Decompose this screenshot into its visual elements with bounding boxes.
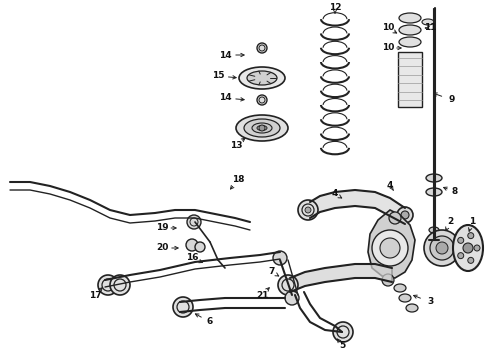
Ellipse shape: [257, 126, 267, 130]
Ellipse shape: [426, 188, 442, 196]
Text: 2: 2: [447, 217, 453, 226]
Text: 7: 7: [269, 267, 275, 276]
Polygon shape: [368, 210, 415, 278]
Text: 8: 8: [452, 188, 458, 197]
Circle shape: [430, 236, 454, 260]
Text: 4: 4: [387, 180, 393, 189]
Text: 13: 13: [230, 140, 242, 149]
Circle shape: [187, 215, 201, 229]
Circle shape: [380, 238, 400, 258]
Circle shape: [259, 125, 265, 131]
Text: 17: 17: [89, 291, 101, 300]
Text: 14: 14: [219, 50, 231, 59]
Text: 9: 9: [449, 95, 455, 104]
Circle shape: [397, 207, 413, 223]
Circle shape: [468, 233, 474, 239]
Text: 10: 10: [382, 44, 394, 53]
Text: 14: 14: [219, 94, 231, 103]
Circle shape: [372, 230, 408, 266]
Circle shape: [278, 275, 298, 295]
Bar: [398, 52, 422, 107]
Text: 5: 5: [339, 341, 345, 350]
Circle shape: [186, 239, 198, 251]
Circle shape: [298, 200, 318, 220]
Ellipse shape: [244, 119, 280, 137]
Circle shape: [474, 245, 480, 251]
Polygon shape: [310, 190, 405, 224]
Ellipse shape: [399, 13, 421, 23]
Text: 16: 16: [186, 253, 198, 262]
Text: 1: 1: [469, 217, 475, 226]
Circle shape: [458, 253, 464, 258]
Circle shape: [401, 211, 409, 219]
Text: 6: 6: [207, 318, 213, 327]
Ellipse shape: [453, 225, 483, 271]
Text: 20: 20: [156, 243, 168, 252]
Circle shape: [436, 242, 448, 254]
Text: 12: 12: [329, 4, 341, 13]
Circle shape: [195, 242, 205, 252]
Ellipse shape: [429, 227, 439, 233]
Ellipse shape: [236, 115, 288, 141]
Circle shape: [458, 237, 464, 243]
Text: 15: 15: [212, 72, 224, 81]
Circle shape: [463, 243, 473, 253]
Ellipse shape: [252, 123, 272, 133]
Circle shape: [382, 274, 394, 286]
Circle shape: [257, 43, 267, 53]
Ellipse shape: [239, 67, 285, 89]
Circle shape: [389, 212, 401, 224]
Circle shape: [305, 207, 311, 213]
Ellipse shape: [399, 25, 421, 35]
Text: 11: 11: [424, 23, 436, 32]
Text: 21: 21: [256, 291, 268, 300]
Ellipse shape: [399, 294, 411, 302]
Text: 3: 3: [427, 297, 433, 306]
Text: 4: 4: [332, 189, 338, 198]
Circle shape: [257, 95, 267, 105]
Circle shape: [98, 275, 118, 295]
Circle shape: [468, 257, 474, 264]
Circle shape: [333, 322, 353, 342]
Ellipse shape: [394, 284, 406, 292]
Circle shape: [285, 291, 299, 305]
Circle shape: [110, 275, 130, 295]
Ellipse shape: [422, 19, 434, 25]
Polygon shape: [290, 264, 392, 292]
Circle shape: [424, 230, 460, 266]
Ellipse shape: [247, 71, 277, 85]
Circle shape: [173, 297, 193, 317]
Text: 10: 10: [382, 23, 394, 32]
Ellipse shape: [406, 304, 418, 312]
Circle shape: [273, 251, 287, 265]
Ellipse shape: [426, 174, 442, 182]
Text: 19: 19: [156, 224, 168, 233]
Text: 18: 18: [232, 175, 244, 184]
Ellipse shape: [399, 37, 421, 47]
